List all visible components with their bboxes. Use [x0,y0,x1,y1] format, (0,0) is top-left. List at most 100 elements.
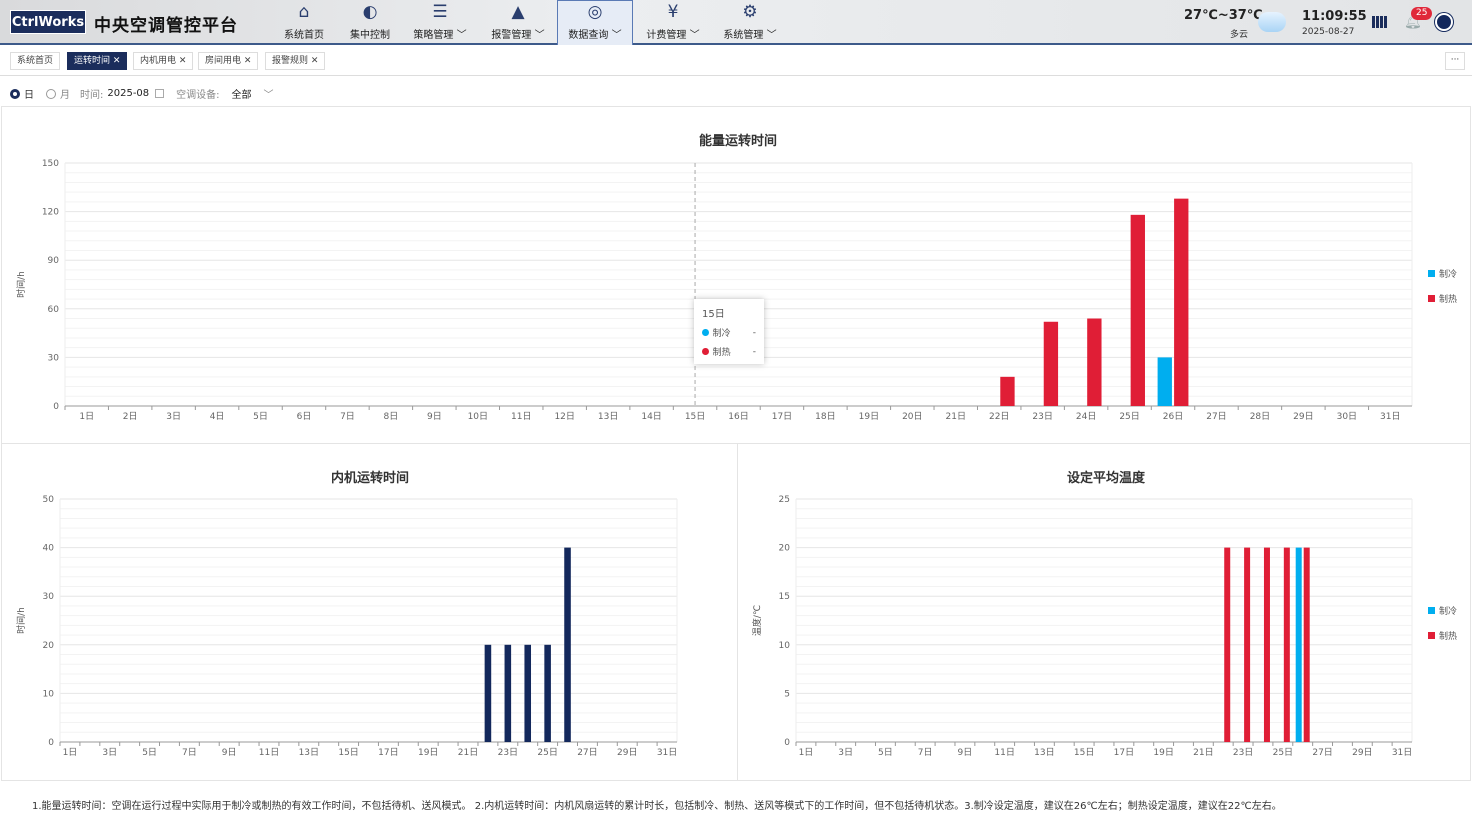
money-bag-icon: ¥ [667,2,679,22]
x-tick-label: 17日 [1114,747,1134,758]
legend-swatch [1428,607,1435,614]
nav-label: 报警管理 ﹀ [491,30,545,41]
bar [564,547,571,742]
chart-energy-runtime: 能量运转时间 0 30 60 90 120 150 时间/h 1日 2日 3日 4日 5日 6日 7日 8日 9… [1,106,1471,444]
calendar-icon[interactable] [155,89,165,98]
x-tick-label: 7日 [340,411,355,422]
radio-month-label: 月 [60,90,70,101]
nav-control[interactable]: ◐ 集中控制 [332,0,408,45]
x-tick-label: 19日 [1153,747,1173,758]
logo: CtrlWorks [10,10,86,34]
bar [504,644,512,742]
x-tick-label: 19日 [418,747,438,758]
x-tick-label: 12日 [554,411,574,422]
x-tick-label: 26日 [1163,411,1183,422]
nav-label: 策略管理 ﹀ [413,30,467,41]
y-tick-label: 150 [42,159,59,169]
x-tick-label: 17日 [772,411,792,422]
device-select[interactable]: 全部 [231,90,252,101]
y-tick-label: 30 [48,353,60,363]
chart-title: 能量运转时间 [699,133,777,149]
x-tick-label: 3日 [102,747,117,758]
y-tick-label: 5 [784,689,790,699]
y-tick-label: 25 [779,495,790,505]
y-axis-label: 温度/℃ [751,605,763,636]
tooltip-value: - [752,346,756,357]
x-tick-label: 30日 [1337,411,1357,422]
nav-label: 计费管理 ﹀ [646,30,700,41]
x-tick-label: 21日 [1193,747,1213,758]
bar [1283,547,1290,742]
legend-label: 制热 [1439,630,1457,642]
heat-dot-icon [702,348,709,355]
bar [1157,357,1172,406]
chart-tooltip: 15日 制冷 - 制热 - [694,299,764,364]
x-tick-label: 11日 [994,747,1014,758]
tabs-bar: 系统首页 运转时间 ✕ 内机用电 ✕ 房间用电 ✕ 报警规则 ✕ [0,47,1472,76]
nav-home[interactable]: ⌂ 系统首页 [266,0,342,45]
cool-dot-icon [702,329,709,336]
x-tick-label: 11日 [511,411,531,422]
gear-icon: ⚙ [742,2,758,22]
chart-indoor-runtime: 内机运转时间 0 10 20 30 40 50 时间/h 1日 3日 5日 7日 9日 11日 13日 15日… [1,443,738,781]
x-tick-label: 1日 [63,747,78,758]
chevron-down-icon[interactable]: ﹀ [263,90,274,101]
x-tick-label: 25日 [1273,747,1293,758]
x-tick-label: 23日 [1032,411,1052,422]
y-tick-label: 10 [779,641,791,651]
nav-billing[interactable]: ¥ 计费管理 ﹀ [635,0,711,45]
filter-bar: 日 月 时间: 2025-08 空调设备: 全部 ﹀ [10,86,274,101]
x-tick-label: 19日 [859,411,879,422]
x-tick-label: 9日 [958,747,973,758]
x-tick-label: 20日 [902,411,922,422]
x-tick-label: 2日 [123,411,138,422]
tab-runtime[interactable]: 运转时间 ✕ [67,52,128,70]
x-tick-label: 9日 [427,411,442,422]
y-tick-label: 60 [48,305,60,315]
tooltip-title: 15日 [702,309,725,320]
bar [1174,198,1189,406]
keyboard-icon[interactable] [1372,16,1388,28]
bar [1295,547,1302,742]
radio-day[interactable] [10,88,20,99]
nav-label: 集中控制 [350,30,390,41]
alarm-light-icon: ▲ [511,2,525,22]
y-tick-label: 10 [43,689,55,699]
tab-home[interactable]: 系统首页 [10,52,61,70]
toggle-icon: ◐ [362,2,378,22]
y-tick-label: 15 [779,592,790,602]
y-tick-label: 20 [43,641,55,651]
x-tick-label: 29日 [617,747,637,758]
x-tick-label: 24日 [1076,411,1096,422]
x-tick-label: 16日 [728,411,748,422]
tab-indoor-power[interactable]: 内机用电 ✕ [133,52,194,70]
x-tick-label: 27日 [1312,747,1332,758]
legend-label: 制热 [1439,293,1457,305]
time-input[interactable]: 2025-08 [107,88,150,99]
home-icon: ⌂ [298,2,310,22]
bar [1043,321,1059,406]
tab-alarm-rules[interactable]: 报警规则 ✕ [265,52,326,70]
x-tick-label: 27日 [577,747,597,758]
x-tick-label: 15日 [338,747,358,758]
y-tick-label: 30 [43,592,55,602]
bar [524,644,532,742]
nav-strategy[interactable]: ☰ 策略管理 ﹀ [402,0,478,45]
x-tick-label: 15日 [1074,747,1094,758]
nav-label: 系统首页 [284,30,324,41]
x-tick-label: 5日 [253,411,268,422]
more-button[interactable]: ··· [1445,52,1465,70]
nav-alarm[interactable]: ▲ 报警管理 ﹀ [480,0,556,45]
radio-month[interactable] [46,88,56,99]
user-avatar-icon[interactable] [1435,13,1453,31]
nav-data-query[interactable]: ◎ 数据查询 ﹀ [557,0,633,45]
x-tick-label: 9日 [222,747,237,758]
x-tick-label: 13日 [598,411,618,422]
chart-title: 内机运转时间 [331,470,409,486]
tab-room-power[interactable]: 房间用电 ✕ [198,52,259,70]
x-tick-label: 1日 [79,411,94,422]
x-tick-label: 17日 [378,747,398,758]
nav-system[interactable]: ⚙ 系统管理 ﹀ [712,0,788,45]
x-tick-label: 23日 [498,747,518,758]
partly-cloudy-icon [1258,12,1286,32]
